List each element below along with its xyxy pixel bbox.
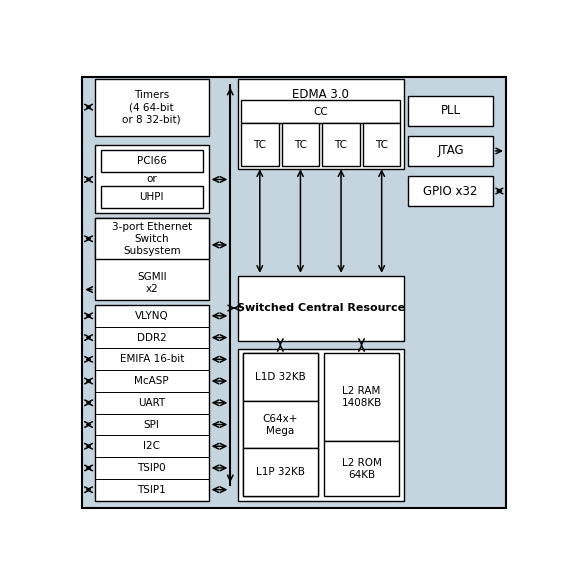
Bar [95,218,209,301]
Bar [324,441,399,496]
Bar [238,79,404,169]
Text: Timers
(4 64-bit
or 8 32-bit): Timers (4 64-bit or 8 32-bit) [122,90,181,124]
Text: 3-port Ethernet
Switch
Subsystem: 3-port Ethernet Switch Subsystem [112,222,192,255]
Text: DDR2: DDR2 [137,332,166,343]
Text: TC: TC [294,140,307,150]
Text: UHPI: UHPI [139,192,164,202]
Text: TSIP1: TSIP1 [137,485,166,495]
Bar [324,354,399,441]
Text: SGMII
x2: SGMII x2 [137,272,166,294]
Bar [322,123,360,166]
Bar [95,145,209,213]
Bar [408,136,493,166]
Bar [243,401,318,449]
Bar [95,218,209,259]
Bar [95,305,209,501]
Bar [243,354,318,496]
Bar [408,97,493,125]
Text: EMIFA 16-bit: EMIFA 16-bit [119,354,184,364]
Bar [363,123,401,166]
Bar [241,123,278,166]
Bar [243,354,318,401]
Text: L2 RAM
1408KB: L2 RAM 1408KB [342,386,382,409]
Bar [101,150,203,172]
Text: C64x+
Mega: C64x+ Mega [263,414,298,436]
Bar [238,276,404,341]
Text: I2C: I2C [144,441,160,451]
Text: CC: CC [313,107,328,117]
Bar [408,176,493,206]
Text: UART: UART [138,398,165,407]
Bar [95,79,209,136]
Text: TC: TC [375,140,388,150]
Text: L2 ROM
64KB: L2 ROM 64KB [342,458,382,480]
Text: TC: TC [335,140,347,150]
Text: JTAG: JTAG [437,144,464,157]
Text: PCI66: PCI66 [137,156,166,166]
Text: L1D 32KB: L1D 32KB [255,372,306,382]
Bar [241,100,401,123]
Text: SPI: SPI [144,420,160,429]
Text: PLL: PLL [440,105,460,117]
Bar [101,186,203,208]
Text: L1P 32KB: L1P 32KB [256,467,305,477]
Text: GPIO x32: GPIO x32 [423,184,478,198]
Text: or: or [146,175,157,184]
Text: TC: TC [253,140,266,150]
Bar [243,449,318,496]
Text: VLYNQ: VLYNQ [135,311,169,321]
Text: EDMA 3.0: EDMA 3.0 [292,88,349,101]
Text: TSIP0: TSIP0 [137,463,166,473]
Bar [282,123,319,166]
Bar [238,349,404,501]
Text: Switched Central Resource: Switched Central Resource [236,303,405,313]
Text: McASP: McASP [134,376,169,386]
